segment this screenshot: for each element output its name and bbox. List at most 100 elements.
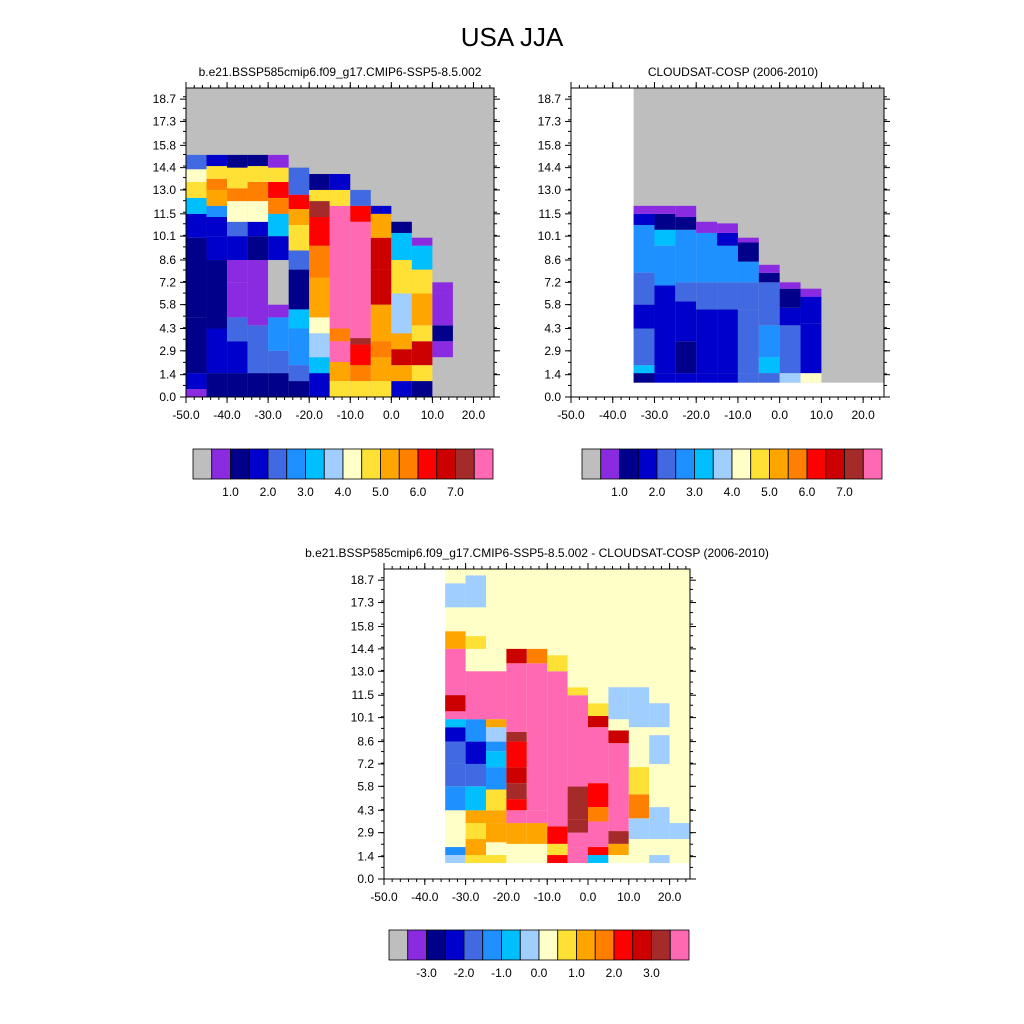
heatmap-cell xyxy=(779,307,801,326)
heatmap-cell xyxy=(608,843,629,856)
heatmap-cell xyxy=(717,309,738,374)
colorbar-label: 6.0 xyxy=(410,485,427,499)
heatmap-cell xyxy=(654,328,676,374)
colorbar-label: 4.0 xyxy=(335,485,352,499)
heatmap-cell xyxy=(506,823,527,844)
heatmap-cell xyxy=(227,167,248,189)
colorbar-label: 2.0 xyxy=(260,485,277,499)
heatmap-cell xyxy=(588,703,609,717)
heatmap-cell xyxy=(654,229,676,246)
heatmap-cell xyxy=(432,293,453,326)
heatmap-cell xyxy=(608,687,629,720)
y-tick-label: 17.3 xyxy=(351,596,375,610)
heatmap-cell xyxy=(227,341,248,374)
heatmap-cell xyxy=(633,272,655,305)
y-tick-label: 14.4 xyxy=(538,161,562,175)
y-tick-label: 7.2 xyxy=(357,757,374,771)
heatmap-cell xyxy=(445,719,466,728)
heatmap-cell xyxy=(247,221,269,237)
heatmap-cell xyxy=(432,282,453,294)
heatmap-cell xyxy=(696,282,718,310)
y-tick-label: 14.4 xyxy=(351,642,375,656)
colorbar-swatch xyxy=(656,448,677,480)
plot-frame xyxy=(570,87,885,398)
heatmap-cell xyxy=(350,365,371,382)
heatmap-cell xyxy=(800,288,822,297)
heatmap-cell xyxy=(227,373,248,397)
heatmap-cell xyxy=(486,789,507,811)
heatmap-cell xyxy=(465,763,486,787)
heatmap-cell xyxy=(247,154,269,167)
heatmap-cell xyxy=(329,341,351,362)
y-tick-label: 2.9 xyxy=(544,344,561,358)
heatmap-cell xyxy=(800,373,822,383)
colorbar-swatch xyxy=(613,929,634,961)
heatmap-cell xyxy=(633,373,655,383)
heatmap-cell xyxy=(633,224,655,273)
heatmap-cell xyxy=(737,373,759,383)
heatmap-cell xyxy=(465,823,486,840)
x-tick-label: 10.0 xyxy=(810,408,834,422)
colorbar-swatch xyxy=(651,929,671,961)
heatmap-cell xyxy=(288,269,310,310)
y-tick-label: 17.3 xyxy=(153,114,177,128)
colorbar-label: 5.0 xyxy=(761,485,778,499)
heatmap-cell xyxy=(654,213,676,230)
heatmap-cell xyxy=(737,261,759,283)
colorbar-swatch xyxy=(267,448,288,480)
colorbar-swatch xyxy=(594,929,615,961)
colorbar-swatch xyxy=(806,448,827,480)
x-tick-label: -30.0 xyxy=(254,408,282,422)
heatmap-cell xyxy=(506,731,527,742)
heatmap-cell xyxy=(391,293,412,334)
colorbar-swatch xyxy=(581,448,602,480)
heatmap-cell xyxy=(309,333,330,358)
heatmap-cell xyxy=(506,843,527,856)
heatmap-cell xyxy=(717,282,738,310)
heatmap-cell xyxy=(288,365,310,382)
heatmap-cell xyxy=(465,839,486,856)
heatmap-cell xyxy=(800,323,822,374)
plot-frame xyxy=(185,87,495,398)
colorbar-label: 2.0 xyxy=(606,966,623,980)
heatmap-cell xyxy=(506,855,527,864)
heatmap-cell xyxy=(654,285,676,329)
panel-2: CLOUDSAT-COSP (2006-2010) -50.0 -40.0 -30.0… xyxy=(538,65,890,499)
colorbar-swatch xyxy=(750,448,770,480)
heatmap-cell xyxy=(696,232,718,283)
heatmap-cell xyxy=(411,237,433,246)
heatmap-cell xyxy=(309,373,330,397)
heatmap-cell xyxy=(186,373,207,390)
heatmap-cell xyxy=(445,855,466,864)
heatmap-cell xyxy=(486,671,507,720)
heatmap-cell xyxy=(186,181,207,198)
heatmap-cell xyxy=(206,373,228,397)
heatmap-cells xyxy=(633,88,884,383)
heatmap-cell xyxy=(227,236,248,261)
heatmap-cell xyxy=(526,823,548,844)
y-tick-label: 8.6 xyxy=(544,253,561,267)
heatmap-cell xyxy=(526,810,548,824)
heatmap-cell xyxy=(547,826,568,844)
heatmap-cell xyxy=(268,181,289,198)
heatmap-cell xyxy=(268,154,289,168)
heatmap-cell xyxy=(486,719,507,728)
heatmap-cell xyxy=(465,671,486,720)
heatmap-cell xyxy=(465,575,486,608)
y-tick-label: 4.3 xyxy=(357,803,374,817)
heatmap-cell xyxy=(391,349,412,366)
heatmap-cell xyxy=(588,783,609,808)
heatmap-cell xyxy=(633,365,655,374)
heatmap-cell xyxy=(227,221,248,237)
y-tick-label: 4.3 xyxy=(159,322,176,336)
colorbar-label: 7.0 xyxy=(836,485,853,499)
heatmap-cell xyxy=(758,264,780,273)
colorbar-label: -1.0 xyxy=(491,966,512,980)
y-tick-label: 0.0 xyxy=(544,390,561,404)
colorbar-swatch xyxy=(455,448,475,480)
x-tick-label: 10.0 xyxy=(617,890,641,904)
heatmap-cell xyxy=(268,260,289,305)
heatmap-cell xyxy=(800,296,822,324)
heatmap-cell xyxy=(567,847,588,864)
x-tick-label: 10.0 xyxy=(421,408,445,422)
